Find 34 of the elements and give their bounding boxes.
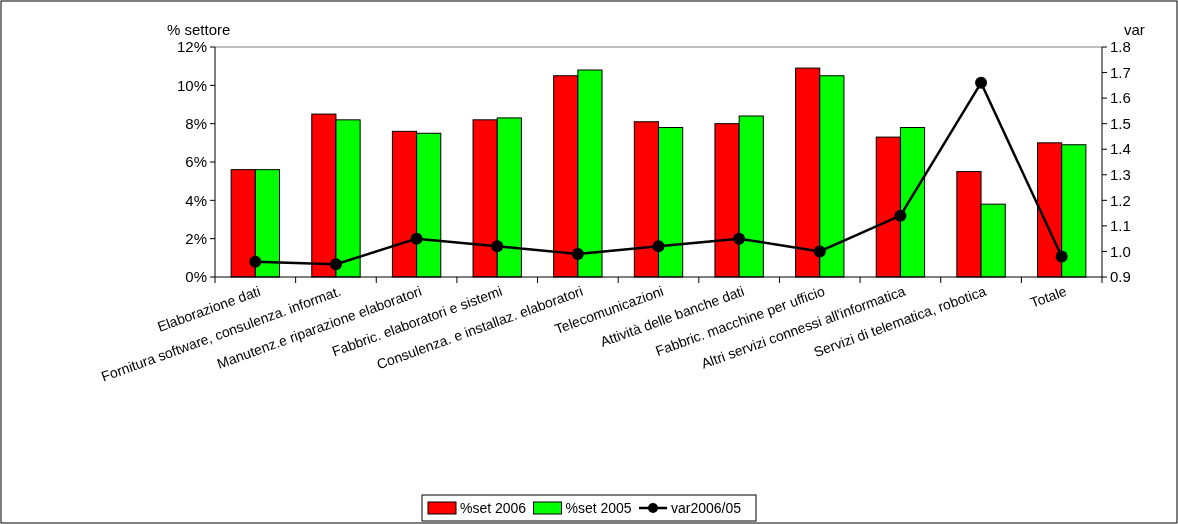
y2-tick-label: 1.3	[1110, 166, 1131, 184]
y-tick-label: 4%	[185, 191, 207, 209]
point	[249, 255, 262, 268]
x-tick-label: Totale	[1028, 282, 1069, 311]
point	[410, 232, 423, 245]
y2-tick-label: 0.9	[1110, 268, 1131, 286]
y-tick-label: 12%	[176, 38, 207, 56]
legend-label: %set 2005	[565, 499, 632, 516]
y2-tick-label: 1.7	[1110, 63, 1131, 81]
point	[571, 248, 584, 260]
point	[329, 258, 342, 271]
y2-tick-label: 1.6	[1110, 89, 1131, 107]
y2-tick-label: 1.1	[1110, 217, 1131, 235]
y2-tick-label: 1.4	[1110, 140, 1131, 158]
y2-tick-label: 1.2	[1110, 191, 1131, 209]
y-tick-label: 0%	[185, 268, 207, 286]
point	[975, 76, 988, 89]
y-tick-label: 8%	[185, 114, 207, 132]
legend-label: var2006/05	[671, 499, 742, 516]
point	[813, 245, 826, 258]
point	[894, 209, 907, 222]
y-tick-label: 10%	[176, 76, 207, 94]
point	[1055, 250, 1068, 263]
point	[733, 232, 746, 245]
y2-tick-label: 1.8	[1110, 38, 1131, 56]
y2-tick-label: 1.5	[1110, 114, 1131, 132]
y-axis-title: % settore	[167, 21, 231, 38]
point	[491, 240, 504, 253]
y2-axis-title: var	[1124, 21, 1145, 38]
y2-tick-label: 1.0	[1110, 242, 1131, 260]
y-tick-label: 2%	[185, 229, 207, 247]
point	[652, 240, 665, 253]
legend-label: %set 2006	[460, 499, 527, 516]
y-tick-label: 6%	[185, 153, 207, 171]
